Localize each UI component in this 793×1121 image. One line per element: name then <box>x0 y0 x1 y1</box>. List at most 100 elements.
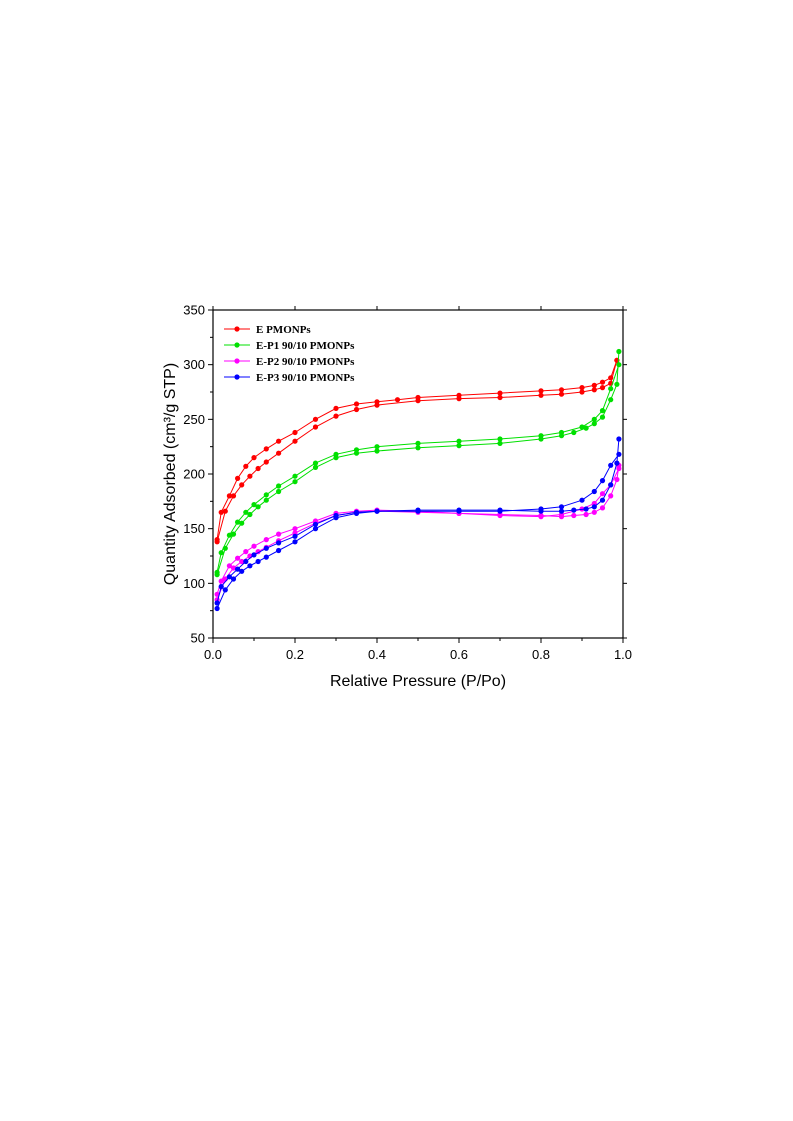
data-point <box>558 387 565 393</box>
data-point <box>571 507 577 513</box>
data-point <box>608 375 614 381</box>
data-point <box>218 550 224 556</box>
legend-item: E-P2 90/10 PMONPs <box>224 356 355 368</box>
legend-label: E-P1 90/10 PMONPs <box>256 340 355 352</box>
data-point <box>243 509 249 515</box>
data-point <box>263 492 269 498</box>
data-point <box>255 465 261 472</box>
data-point <box>312 521 319 527</box>
data-point <box>292 539 298 545</box>
legend-swatch-marker <box>234 326 240 332</box>
data-point <box>608 386 614 392</box>
y-tick-label: 350 <box>183 303 205 318</box>
data-point <box>292 526 298 532</box>
data-point <box>312 464 319 470</box>
data-point <box>247 473 253 479</box>
data-point <box>312 526 319 532</box>
series-line-desorption <box>216 454 620 604</box>
data-point <box>247 563 253 569</box>
data-point <box>614 460 620 466</box>
data-point <box>616 451 622 457</box>
data-point <box>312 416 319 422</box>
data-point <box>226 532 232 538</box>
data-point <box>591 488 597 495</box>
data-point <box>599 379 606 385</box>
data-point <box>263 537 269 543</box>
data-point <box>415 394 421 401</box>
axes: 0.0 0.2 0.4 0.6 0.8 1.0 50 100 150 200 250 300 350 <box>183 303 632 663</box>
data-point <box>251 552 257 558</box>
y-tick-label: 150 <box>183 521 205 536</box>
data-point <box>579 389 585 395</box>
data-point <box>276 450 282 456</box>
x-tick-label: 0.0 <box>204 647 222 662</box>
data-point <box>538 392 544 398</box>
data-point <box>353 509 360 515</box>
data-point <box>538 514 544 520</box>
data-point <box>235 519 241 525</box>
data-point <box>255 504 261 510</box>
data-point <box>374 508 380 514</box>
legend-label: E PMONPs <box>256 324 311 336</box>
x-tick-label: 0.2 <box>286 647 304 662</box>
data-point <box>538 433 544 439</box>
data-point <box>214 569 220 576</box>
data-point <box>608 482 614 488</box>
y-tick-label: 50 <box>191 631 205 646</box>
data-point <box>243 558 249 565</box>
data-point <box>333 451 339 457</box>
data-point <box>214 591 220 597</box>
x-tick-label: 0.8 <box>532 647 550 662</box>
x-tick-label: 1.0 <box>614 647 632 662</box>
data-point <box>222 587 228 593</box>
data-point <box>614 381 620 387</box>
data-point <box>599 478 606 484</box>
data-point <box>579 497 585 503</box>
data-point <box>333 512 339 519</box>
data-point <box>333 405 339 411</box>
data-point <box>292 438 298 444</box>
data-point <box>292 429 298 436</box>
data-point <box>616 465 622 472</box>
data-point <box>312 424 319 430</box>
data-point <box>218 578 224 584</box>
legend: E PMONPs E-P1 90/10 PMONPs E-P2 90/10 PMON… <box>224 324 355 384</box>
legend-item: E-P3 90/10 PMONPs <box>224 372 355 384</box>
data-point <box>276 483 282 489</box>
data-point <box>235 555 241 561</box>
data-point <box>235 566 241 572</box>
y-tick-label: 250 <box>183 412 205 427</box>
data-point <box>226 493 232 499</box>
data-point <box>558 508 565 514</box>
data-point <box>497 394 503 401</box>
data-point <box>579 385 585 391</box>
data-point <box>558 429 565 436</box>
data-point <box>583 511 589 518</box>
data-point <box>239 482 245 488</box>
data-point <box>616 436 622 442</box>
data-point <box>614 476 620 483</box>
data-point <box>558 391 565 397</box>
data-point <box>276 531 282 537</box>
y-tick-label: 100 <box>183 576 205 591</box>
data-point <box>292 533 298 539</box>
data-point <box>608 493 614 499</box>
data-point <box>599 505 606 511</box>
data-point <box>497 390 503 396</box>
data-point <box>538 506 544 512</box>
data-point <box>591 421 597 427</box>
data-point <box>353 401 360 407</box>
data-point <box>599 497 606 503</box>
data-point <box>218 509 224 515</box>
data-point <box>243 463 249 469</box>
data-point <box>226 574 232 580</box>
data-point <box>276 547 282 554</box>
data-point <box>591 382 597 388</box>
data-point <box>230 493 237 499</box>
series-1 <box>214 357 620 545</box>
legend-swatch-marker <box>234 358 240 364</box>
series-4 <box>214 436 622 612</box>
data-point <box>276 488 282 495</box>
data-point <box>276 438 282 444</box>
